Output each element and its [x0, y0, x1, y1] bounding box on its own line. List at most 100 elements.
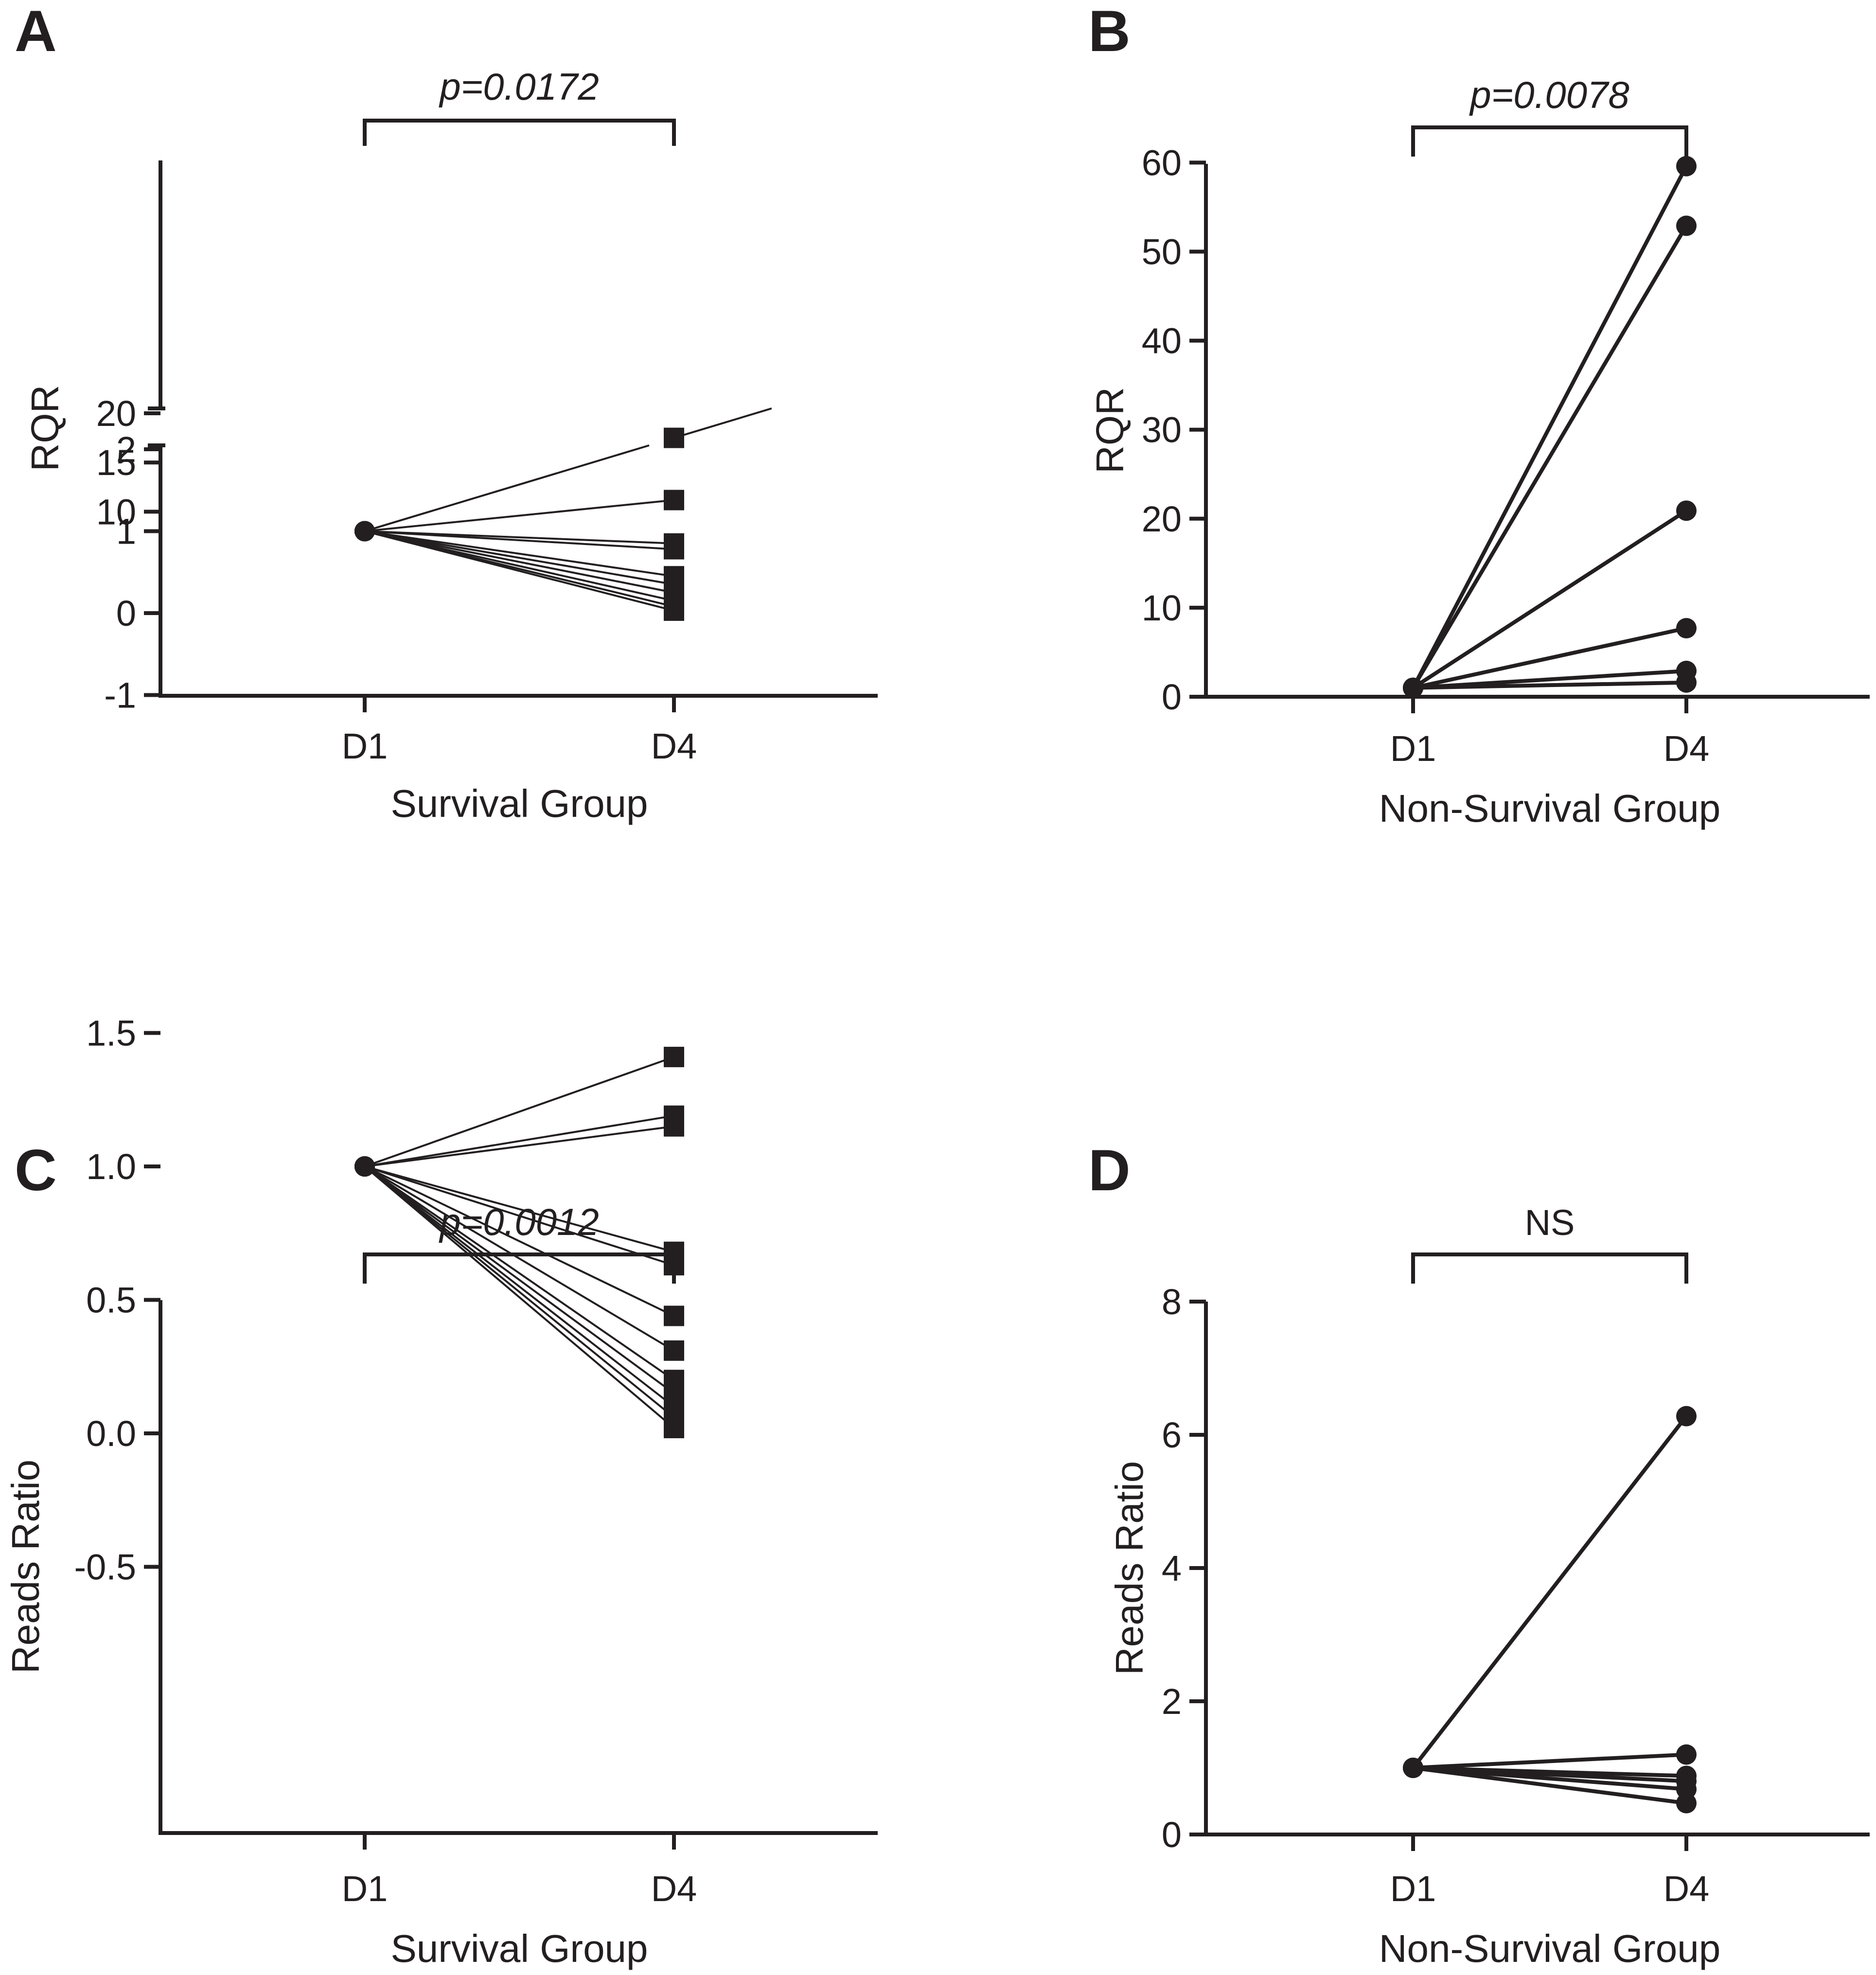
paired-line [364, 1165, 674, 1253]
x-tick-label: D4 [651, 1869, 697, 1909]
significance-bracket [1411, 1252, 1688, 1284]
data-point-d4 [1676, 1744, 1697, 1765]
y-tick-label: 50 [1142, 232, 1182, 272]
paired-line [364, 1165, 674, 1317]
y-tick-label: 0 [1162, 677, 1182, 717]
data-point-d4 [664, 490, 684, 511]
paired-line [364, 530, 674, 585]
data-point-d4 [664, 539, 684, 560]
panel-letter: A [15, 0, 57, 64]
panel-letter: C [15, 1138, 57, 1203]
paired-line [364, 499, 674, 532]
y-tick-label: 0 [1162, 1815, 1182, 1855]
y-axis-title: Reads Ratio [1108, 1461, 1151, 1675]
paired-line [364, 530, 674, 550]
paired-line [364, 1165, 675, 1418]
x-tick-label: D4 [1664, 728, 1710, 769]
paired-line [1412, 509, 1688, 690]
data-point-d4 [664, 1340, 684, 1361]
data-point-d4 [664, 1116, 684, 1137]
paired-line [1413, 626, 1687, 690]
paired-line [1413, 1766, 1687, 1791]
significance-label: p=0.0012 [439, 1200, 599, 1243]
y-tick-label: 0.0 [86, 1413, 136, 1454]
y-tick-label: 1.5 [86, 1013, 136, 1054]
paired-line [1411, 165, 1688, 689]
x-axis-title: Non-Survival Group [1379, 787, 1721, 830]
paired-line [673, 407, 772, 439]
y-tick-label: 10 [96, 492, 136, 532]
paired-line [364, 530, 674, 578]
significance-label: p=0.0078 [1469, 73, 1629, 116]
x-tick-label: D1 [1390, 728, 1436, 769]
data-point-d4 [664, 1418, 684, 1439]
data-point-d4 [1676, 1406, 1697, 1427]
panel-d: D 0 2 4 6 8 D1 D4 Non-Survival Group Reads Ratio N… [1088, 1138, 1870, 1970]
y-tick-label: 2 [116, 429, 136, 470]
data-point-d4 [664, 1255, 684, 1276]
y-tick-label: 2 [1162, 1681, 1182, 1722]
y-tick-label: 0 [116, 593, 136, 634]
y-tick-label: 40 [1142, 321, 1182, 361]
x-axis-title: Non-Survival Group [1379, 1927, 1721, 1970]
x-tick-label: D1 [1390, 1869, 1436, 1909]
significance-label: NS [1525, 1202, 1575, 1243]
x-tick-label: D4 [651, 726, 697, 766]
x-axis-title: Survival Group [390, 782, 648, 825]
significance-bracket [363, 119, 676, 146]
x-tick-label: D1 [342, 1869, 388, 1909]
paired-line [364, 444, 650, 532]
data-point-d4 [1676, 215, 1697, 236]
y-tick-label: 4 [1162, 1548, 1182, 1588]
paired-line [364, 1165, 674, 1267]
y-tick-label: 1.0 [86, 1146, 136, 1187]
significance-label: p=0.0172 [439, 65, 599, 108]
y-axis-title: RQR [1088, 387, 1132, 474]
paired-line [1411, 225, 1688, 689]
data-point-d1 [1403, 1758, 1423, 1778]
data-point-d4 [1676, 618, 1697, 639]
data-point-d4 [1676, 1779, 1697, 1799]
x-tick-label: D4 [1664, 1869, 1710, 1909]
paired-line [1411, 1415, 1688, 1769]
y-tick-label: 1 [116, 511, 136, 552]
paired-line [364, 530, 674, 594]
paired-line [364, 1165, 675, 1429]
paired-line [364, 1165, 675, 1352]
y-tick-label: -0.5 [74, 1547, 136, 1587]
paired-line [364, 1114, 674, 1167]
y-tick-label: 15 [96, 442, 136, 483]
paired-line [1413, 1766, 1687, 1805]
data-point-d4 [664, 1305, 684, 1326]
y-tick-label: 20 [96, 393, 136, 434]
data-point-d1 [1403, 677, 1423, 698]
y-axis-title: RQR [23, 385, 67, 472]
y-tick-label: 20 [1142, 499, 1182, 539]
paired-line [364, 1165, 675, 1381]
y-tick-label: -1 [104, 675, 136, 716]
x-tick-label: D1 [342, 726, 388, 766]
y-tick-label: 6 [1162, 1415, 1182, 1455]
y-tick-label: 30 [1142, 410, 1182, 450]
data-point-d4 [1676, 156, 1697, 176]
paired-line [364, 1056, 674, 1167]
paired-line [364, 530, 674, 612]
data-point-d4 [664, 427, 684, 448]
data-point-d4 [1676, 500, 1697, 521]
panel-b: B 0 10 20 30 40 50 60 D1 D4 Non-Survival Group RQR p… [1088, 0, 1870, 830]
data-point-d4 [664, 1046, 684, 1067]
data-point-d4 [1676, 1793, 1697, 1814]
paired-line [364, 1165, 675, 1408]
data-point-d1 [354, 521, 375, 542]
data-point-d1 [354, 1156, 375, 1177]
x-axis-title: Survival Group [390, 1927, 648, 1970]
data-point-d4 [1676, 672, 1697, 693]
y-tick-label: 8 [1162, 1282, 1182, 1322]
paired-line [364, 1165, 675, 1394]
paired-line [1413, 680, 1687, 690]
paired-line [1413, 1752, 1687, 1770]
